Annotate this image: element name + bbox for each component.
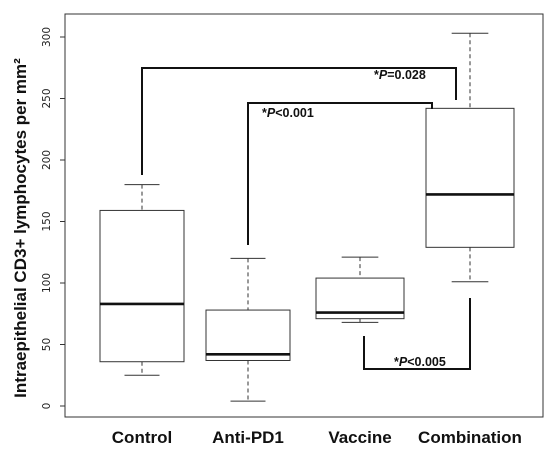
- y-axis-label: Intraepithelial CD3+ lymphocytes per mm²: [11, 58, 30, 398]
- bracket-control-combination: [141, 67, 457, 175]
- box-control: Control: [99, 184, 185, 447]
- p-value-control-combination: *P=0.028: [374, 68, 426, 82]
- category-label: Anti-PD1: [212, 428, 284, 447]
- y-tick-label: 150: [41, 211, 53, 231]
- iqr-box: [99, 209, 185, 363]
- y-tick-label: 50: [41, 338, 53, 351]
- category-label: Control: [112, 428, 172, 447]
- y-tick-label: 100: [41, 273, 53, 293]
- bracket-vaccine-combination: [363, 298, 471, 370]
- y-tick-label: 0: [41, 403, 53, 410]
- category-label: Vaccine: [328, 428, 391, 447]
- iqr-box: [205, 309, 291, 361]
- y-tick-label: 250: [41, 88, 53, 108]
- category-label: Combination: [418, 428, 522, 447]
- y-tick-label: 300: [41, 27, 53, 47]
- iqr-box: [425, 107, 515, 248]
- plot-frame: [64, 13, 544, 418]
- box-anti-pd1: Anti-PD1: [205, 257, 291, 447]
- y-tick-label: 200: [41, 150, 53, 170]
- p-value-vaccine-combination: *P<0.005: [394, 355, 446, 369]
- bracket-antipd1-combination: [247, 102, 433, 245]
- box-vaccine: Vaccine: [315, 256, 405, 447]
- p-value-antipd1-combination: *P<0.001: [262, 106, 314, 120]
- box-combination: Combination: [418, 32, 522, 447]
